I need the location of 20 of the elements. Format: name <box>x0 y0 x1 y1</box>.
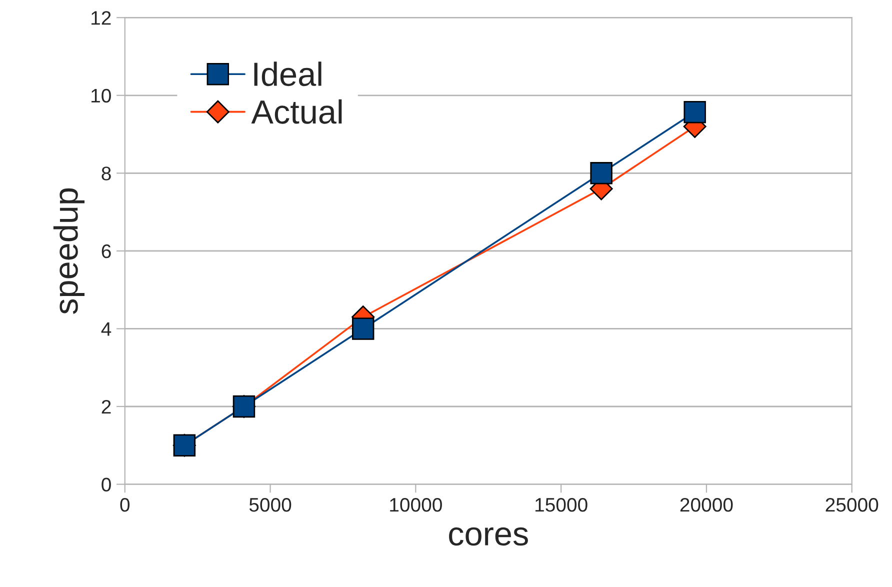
y-tick-label: 0 <box>102 478 111 492</box>
point <box>590 162 612 184</box>
point <box>684 101 706 124</box>
y-tick-label: 8 <box>102 166 111 180</box>
y-tick-label: 4 <box>101 322 112 336</box>
y-tick-label: 6 <box>102 244 111 258</box>
x-tick-label: 25000 <box>826 498 878 512</box>
x-tick-label: 20000 <box>680 498 733 512</box>
x-tick-label: 0 <box>120 498 130 512</box>
y-tick-label: 12 <box>92 11 111 25</box>
x-tick-label: 5000 <box>249 498 292 512</box>
y-tick-label: 10 <box>92 88 111 103</box>
legend-label: Actual <box>251 99 342 124</box>
x-axis-title: cores <box>449 527 528 546</box>
legend-label: Ideal <box>254 62 322 86</box>
y-tick-label: 2 <box>102 400 111 414</box>
point <box>352 318 374 340</box>
x-tick-label: 10000 <box>390 498 442 512</box>
y-axis-title: speedup <box>53 188 85 314</box>
x-tick-label: 15000 <box>536 498 588 512</box>
